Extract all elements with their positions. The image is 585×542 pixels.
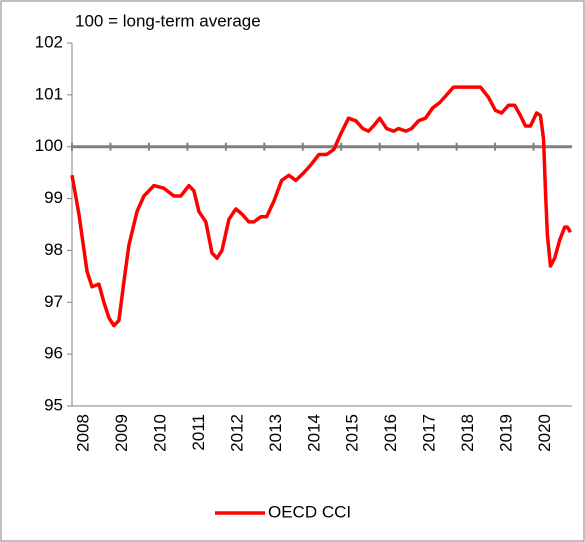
x-tick-label: 2008 [73,414,92,452]
legend-label: OECD CCI [268,502,351,521]
x-tick-label: 2011 [189,414,208,451]
y-tick-label: 95 [44,395,63,414]
x-tick-label: 2017 [420,414,439,452]
x-tick-label: 2018 [458,414,477,452]
x-tick-label: 2013 [266,414,285,452]
y-tick-label: 101 [35,84,63,103]
x-tick-label: 2009 [112,414,131,452]
x-tick-label: 2010 [150,414,169,452]
x-tick-label: 2014 [304,414,323,452]
y-tick-label: 97 [44,292,63,311]
x-tick-label: 2015 [343,414,362,452]
series-line [70,85,572,328]
y-tick-label: 99 [44,188,63,207]
x-tick-label: 2016 [381,414,400,452]
y-tick-label: 96 [44,344,63,363]
y-tick-label: 102 [35,32,63,51]
y-tick-label: 100 [35,136,63,155]
x-tick-label: 2019 [497,414,516,452]
x-tick-label: 2020 [535,414,554,452]
annotation: 100 = long-term average [75,11,261,30]
y-tick-label: 98 [44,240,63,259]
x-tick-label: 2012 [227,414,246,452]
